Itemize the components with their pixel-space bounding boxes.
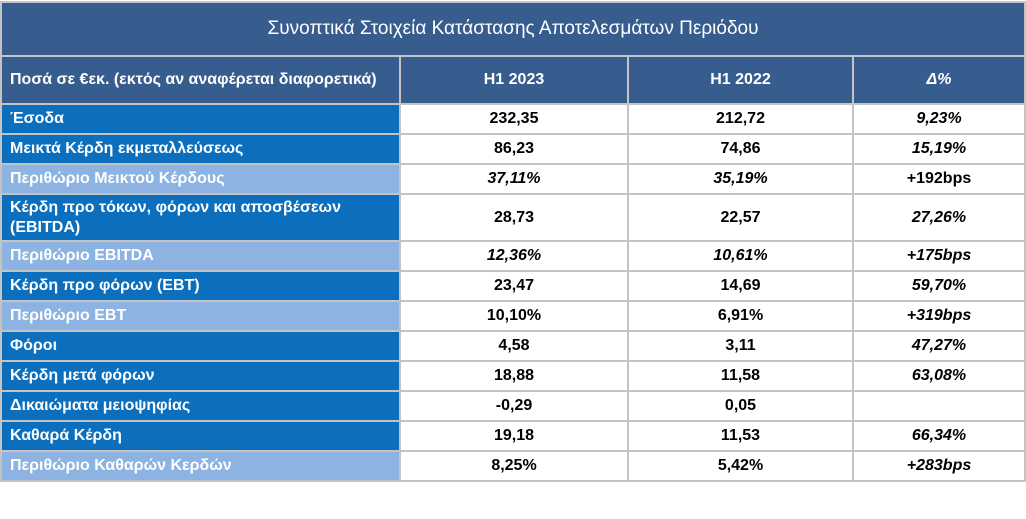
row-label: Κέρδη προ τόκων, φόρων και αποσβέσεων (E… [0,193,401,242]
cell-h1-2022: 11,58 [627,360,854,392]
row-label: Δικαιώματα μειοψηφίας [0,390,401,422]
table-row: Κέρδη προ τόκων, φόρων και αποσβέσεων (E… [0,193,1026,242]
table-row: Περιθώριο EBITDA 12,36% 10,61% +175bps [0,240,1026,272]
row-label: Περιθώριο EBT [0,300,401,332]
table-row: Καθαρά Κέρδη 19,18 11,53 66,34% [0,420,1026,452]
cell-h1-2022: 14,69 [627,270,854,302]
table-row: Δικαιώματα μειοψηφίας -0,29 0,05 [0,390,1026,422]
header-h1-2023: H1 2023 [399,55,629,105]
table-row: Περιθώριο EBT 10,10% 6,91% +319bps [0,300,1026,332]
cell-h1-2022: 6,91% [627,300,854,332]
row-label: Έσοδα [0,103,401,135]
cell-h1-2023: 232,35 [399,103,629,135]
cell-h1-2022: 212,72 [627,103,854,135]
cell-delta: 15,19% [851,133,1026,165]
cell-delta: 66,34% [851,420,1026,452]
table-title: Συνοπτικά Στοιχεία Κατάστασης Αποτελεσμά… [0,1,1026,57]
cell-h1-2023: 12,36% [399,240,629,272]
row-label: Περιθώριο Μεικτού Κέρδους [0,163,401,195]
cell-h1-2022: 35,19% [627,163,854,195]
cell-h1-2022: 22,57 [627,193,854,242]
cell-h1-2022: 11,53 [627,420,854,452]
table-row: Περιθώριο Καθαρών Κερδών 8,25% 5,42% +28… [0,450,1026,482]
cell-h1-2022: 3,11 [627,330,854,362]
cell-h1-2023: 10,10% [399,300,629,332]
row-label: Περιθώριο Καθαρών Κερδών [0,450,401,482]
cell-h1-2023: 18,88 [399,360,629,392]
cell-h1-2023: 23,47 [399,270,629,302]
row-label: Φόροι [0,330,401,362]
cell-delta: 59,70% [851,270,1026,302]
cell-delta: +192bps [851,163,1026,195]
table-row: Κέρδη μετά φόρων 18,88 11,58 63,08% [0,360,1026,392]
row-label: Περιθώριο EBITDA [0,240,401,272]
cell-h1-2023: 8,25% [399,450,629,482]
header-delta: Δ% [851,55,1026,105]
row-label: Καθαρά Κέρδη [0,420,401,452]
cell-delta: +319bps [851,300,1026,332]
header-row: Ποσά σε €εκ. (εκτός αν αναφέρεται διαφορ… [0,55,1026,105]
row-label: Κέρδη προ φόρων (EBT) [0,270,401,302]
cell-h1-2022: 0,05 [627,390,854,422]
cell-delta: 9,23% [851,103,1026,135]
cell-h1-2023: 37,11% [399,163,629,195]
table-row: Έσοδα 232,35 212,72 9,23% [0,103,1026,135]
row-label: Κέρδη μετά φόρων [0,360,401,392]
header-label: Ποσά σε €εκ. (εκτός αν αναφέρεται διαφορ… [0,55,401,105]
table-row: Περιθώριο Μεικτού Κέρδους 37,11% 35,19% … [0,163,1026,195]
title-row: Συνοπτικά Στοιχεία Κατάστασης Αποτελεσμά… [0,1,1026,57]
cell-h1-2023: -0,29 [399,390,629,422]
cell-h1-2023: 86,23 [399,133,629,165]
cell-delta: +283bps [851,450,1026,482]
cell-delta [851,390,1026,422]
cell-h1-2023: 19,18 [399,420,629,452]
cell-h1-2022: 74,86 [627,133,854,165]
cell-delta: 63,08% [851,360,1026,392]
cell-h1-2022: 10,61% [627,240,854,272]
cell-delta: 27,26% [851,193,1026,242]
table-row: Μεικτά Κέρδη εκμεταλλεύσεως 86,23 74,86 … [0,133,1026,165]
row-label: Μεικτά Κέρδη εκμεταλλεύσεως [0,133,401,165]
header-h1-2022: H1 2022 [627,55,854,105]
table-row: Κέρδη προ φόρων (EBT) 23,47 14,69 59,70% [0,270,1026,302]
table-row: Φόροι 4,58 3,11 47,27% [0,330,1026,362]
cell-h1-2022: 5,42% [627,450,854,482]
cell-h1-2023: 28,73 [399,193,629,242]
cell-h1-2023: 4,58 [399,330,629,362]
cell-delta: 47,27% [851,330,1026,362]
income-statement-table: Συνοπτικά Στοιχεία Κατάστασης Αποτελεσμά… [0,1,1026,482]
cell-delta: +175bps [851,240,1026,272]
